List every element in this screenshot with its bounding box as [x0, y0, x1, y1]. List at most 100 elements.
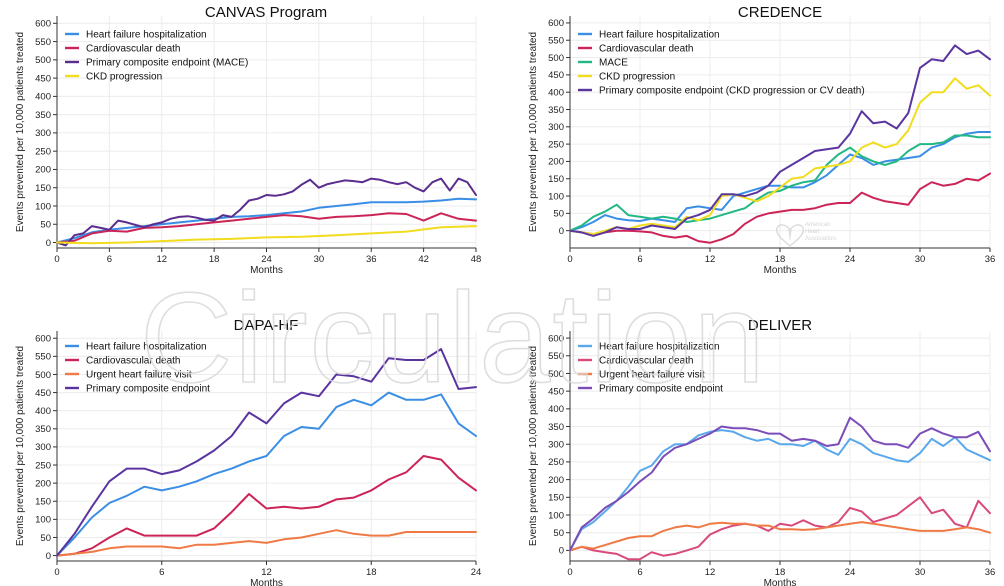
- y-tick-label: 550: [35, 37, 51, 48]
- legend-label: Heart failure hospitalization: [599, 342, 720, 353]
- y-tick-label: 400: [548, 87, 564, 98]
- x-tick-label: 6: [107, 254, 112, 265]
- series-line-3: [56, 529, 477, 557]
- series-line-4: [56, 348, 477, 557]
- chart-title: DELIVER: [748, 317, 812, 334]
- series-line-2: [56, 455, 477, 557]
- legend-label: Heart failure hospitalization: [86, 30, 207, 41]
- legend-label: CKD progression: [599, 72, 675, 83]
- x-tick-label: 18: [775, 254, 786, 265]
- legend-label: Primary composite endpoint (CKD progress…: [599, 86, 865, 97]
- y-tick-label: 550: [548, 36, 564, 47]
- x-tick-label: 30: [915, 567, 926, 578]
- x-tick-label: 18: [775, 567, 786, 578]
- legend-label: Primary composite endpoint: [86, 384, 210, 395]
- y-tick-label: 50: [40, 220, 51, 231]
- x-tick-label: 30: [314, 254, 325, 265]
- y-tick-label: 550: [548, 351, 564, 362]
- chart-panel-4: 0 50 100 150 200 250 300 350 400 450 500 550 600 0 6 12…: [528, 317, 995, 586]
- x-axis-label: Months: [250, 265, 283, 276]
- aha-logo: American Heart Association.: [776, 222, 838, 247]
- y-tick-label: 100: [35, 201, 51, 212]
- y-tick-label: 500: [35, 55, 51, 66]
- legend-label: Cardiovascular death: [599, 356, 694, 367]
- legend-label: CKD progression: [86, 72, 162, 83]
- aha-logo-line-1: American: [805, 222, 830, 228]
- y-tick-label: 0: [46, 238, 51, 249]
- x-tick-label: 6: [159, 567, 164, 578]
- legend-label: Cardiovascular death: [86, 44, 181, 55]
- y-tick-label: 550: [35, 352, 51, 363]
- y-tick-label: 200: [35, 165, 51, 176]
- x-axis-label: Months: [764, 578, 797, 586]
- series-line-3: [56, 177, 477, 247]
- x-tick-label: 24: [845, 567, 856, 578]
- y-axis-label: Events prevented per 10,000 patients tre…: [15, 346, 26, 546]
- series-line-1: [569, 429, 991, 552]
- y-tick-label: 0: [559, 226, 564, 237]
- y-tick-label: 300: [35, 128, 51, 139]
- y-tick-label: 400: [35, 92, 51, 103]
- y-axis-label: Events prevented per 10,000 patients tre…: [528, 32, 539, 232]
- y-tick-label: 0: [559, 546, 564, 557]
- x-tick-label: 24: [261, 254, 272, 265]
- aha-heart-icon: [776, 224, 804, 247]
- y-tick-label: 50: [40, 533, 51, 544]
- y-tick-label: 300: [548, 440, 564, 451]
- x-tick-label: 12: [705, 567, 716, 578]
- aha-logo-line-2: Heart: [805, 229, 820, 235]
- x-tick-label: 30: [915, 254, 926, 265]
- y-tick-label: 450: [548, 386, 564, 397]
- legend-label: Cardiovascular death: [86, 356, 181, 367]
- aha-logo-line-3: Association.: [805, 236, 838, 242]
- x-axis-label: Months: [250, 578, 283, 586]
- series-line-2: [569, 496, 991, 561]
- y-tick-label: 450: [35, 73, 51, 84]
- y-tick-label: 150: [35, 497, 51, 508]
- y-tick-label: 50: [553, 528, 564, 539]
- legend-label: Cardiovascular death: [599, 44, 694, 55]
- x-tick-label: 0: [54, 567, 59, 578]
- y-tick-label: 400: [548, 404, 564, 415]
- y-tick-label: 350: [548, 422, 564, 433]
- chart-title: CREDENCE: [738, 4, 822, 21]
- series-line-2: [569, 172, 991, 244]
- legend-label: Urgent heart failure visit: [599, 370, 705, 381]
- series-line-1: [56, 391, 477, 557]
- y-tick-label: 200: [548, 475, 564, 486]
- y-tick-label: 350: [35, 424, 51, 435]
- x-tick-label: 12: [261, 567, 272, 578]
- y-tick-label: 600: [548, 333, 564, 344]
- y-tick-label: 600: [35, 19, 51, 30]
- x-tick-label: 18: [366, 567, 377, 578]
- y-tick-label: 250: [35, 146, 51, 157]
- aha-torch-icon: [788, 228, 792, 242]
- series-line-4: [569, 77, 991, 236]
- y-tick-label: 250: [548, 457, 564, 468]
- x-tick-label: 36: [985, 254, 996, 265]
- x-axis-label: Months: [764, 265, 797, 276]
- y-tick-label: 350: [35, 110, 51, 121]
- x-tick-label: 36: [366, 254, 377, 265]
- chart-panel-2: 0 50 100 150 200 250 300 350 400 450 500 550 600 0 6 12…: [528, 4, 995, 276]
- y-tick-label: 100: [548, 510, 564, 521]
- y-tick-label: 350: [548, 105, 564, 116]
- legend-label: Primary composite endpoint: [599, 384, 723, 395]
- y-tick-label: 500: [35, 370, 51, 381]
- x-tick-label: 6: [637, 254, 642, 265]
- series-line-4: [56, 225, 477, 245]
- y-tick-label: 150: [548, 493, 564, 504]
- x-tick-label: 0: [567, 567, 572, 578]
- x-tick-label: 24: [471, 567, 482, 578]
- y-tick-label: 150: [548, 174, 564, 185]
- y-tick-label: 600: [35, 334, 51, 345]
- y-tick-label: 400: [35, 406, 51, 417]
- y-tick-label: 300: [35, 442, 51, 453]
- y-tick-label: 450: [35, 388, 51, 399]
- y-tick-label: 300: [548, 122, 564, 133]
- series-line-2: [56, 212, 477, 244]
- y-tick-label: 100: [548, 191, 564, 202]
- legend-label: MACE: [599, 58, 628, 69]
- chart-title: CANVAS Program: [205, 4, 327, 21]
- legend-label: Heart failure hospitalization: [86, 342, 207, 353]
